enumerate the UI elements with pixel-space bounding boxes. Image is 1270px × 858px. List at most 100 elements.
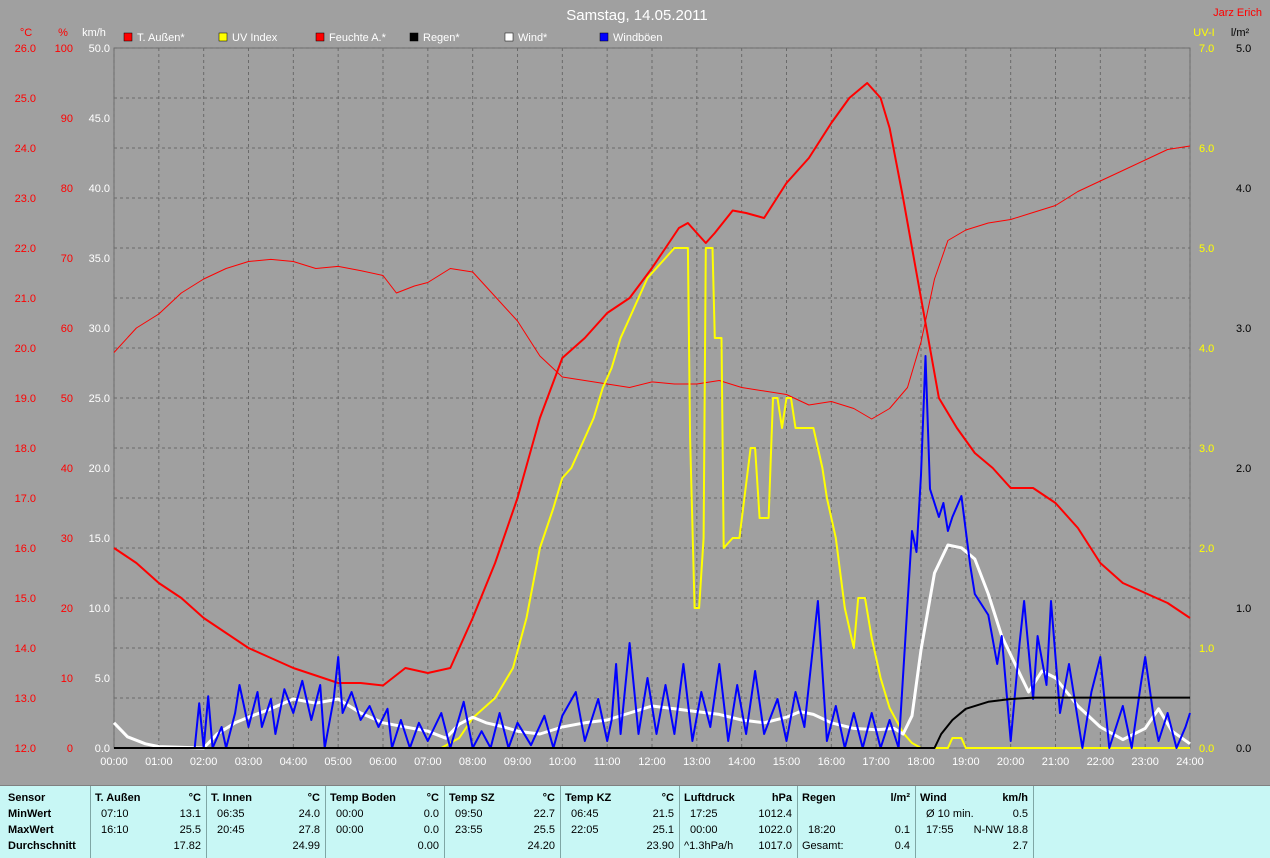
humidity-tick-label: 20 <box>61 603 73 615</box>
stats-avg-value: 0.00 <box>417 840 439 852</box>
chart-series <box>112 82 1191 750</box>
x-tick-label: 22:00 <box>1087 756 1115 768</box>
stats-min-value: 21.5 <box>652 808 674 820</box>
legend-swatch <box>315 32 325 42</box>
x-tick-label: 00:00 <box>100 756 128 768</box>
temp-tick-label: 21.0 <box>15 293 36 305</box>
wind-tick-label: 35.0 <box>89 253 110 265</box>
stats-max-time: 23:55 <box>455 824 483 836</box>
humidity-tick-label: 70 <box>61 253 73 265</box>
wind-tick-label: 15.0 <box>89 533 110 545</box>
stats-max-time: 22:05 <box>571 824 599 836</box>
x-tick-label: 10:00 <box>549 756 577 768</box>
stats-column: Temp SZ °C 09:50 22.7 23:55 25.5 24.20 <box>444 786 560 858</box>
rain-tick-label: 5.0 <box>1236 43 1251 55</box>
temp-tick-label: 22.0 <box>15 243 36 255</box>
stats-max-time: 17:55 <box>926 824 954 836</box>
x-tick-label: 09:00 <box>504 756 532 768</box>
stats-column: Temp KZ °C 06:45 21.5 22:05 25.1 23.90 <box>560 786 679 858</box>
stats-column-name: T. Innen <box>211 792 252 804</box>
x-tick-label: 03:00 <box>235 756 263 768</box>
series-line-uv-index <box>114 247 1190 749</box>
stats-max-value: N-NW 18.8 <box>973 824 1028 836</box>
x-tick-label: 18:00 <box>907 756 935 768</box>
stats-avg-value: 24.99 <box>292 840 320 852</box>
stats-max-time: 20:45 <box>217 824 245 836</box>
wind-tick-label: 10.0 <box>89 603 110 615</box>
legend-label: Regen* <box>423 32 460 44</box>
stats-avg-label: Gesamt: <box>802 840 844 852</box>
x-tick-label: 12:00 <box>638 756 666 768</box>
stats-column: T. Innen °C 06:35 24.0 20:45 27.8 24.99 <box>206 786 325 858</box>
stats-avg-value: 2.7 <box>1012 840 1028 852</box>
temp-tick-label: 26.0 <box>15 43 36 55</box>
stats-row-label: Durchschnitt <box>8 840 76 852</box>
stats-row-label: MaxWert <box>8 824 54 836</box>
x-tick-label: 24:00 <box>1176 756 1204 768</box>
stats-avg-value: 1017.0 <box>758 840 792 852</box>
humidity-tick-label: 50 <box>61 393 73 405</box>
stats-max-time: 16:10 <box>101 824 129 836</box>
stats-max-value: 25.5 <box>179 824 201 836</box>
humidity-tick-label: 100 <box>55 43 73 55</box>
stats-row-label: MinWert <box>8 808 52 820</box>
legend-label: Feuchte A.* <box>329 32 387 44</box>
rain-axis-unit: l/m² <box>1231 27 1250 39</box>
humidity-axis-unit: % <box>58 27 68 39</box>
stats-max-time: 00:00 <box>690 824 718 836</box>
rain-tick-label: 1.0 <box>1236 603 1251 615</box>
wind-tick-label: 40.0 <box>89 183 110 195</box>
stats-row-label: Sensor <box>8 792 46 804</box>
temp-tick-label: 24.0 <box>15 143 36 155</box>
legend-swatch <box>218 32 228 42</box>
stats-min-value: 0.5 <box>1012 808 1028 820</box>
stats-column-unit: °C <box>188 792 201 804</box>
x-tick-label: 02:00 <box>190 756 218 768</box>
stats-column-name: Luftdruck <box>684 792 735 804</box>
stats-avg-value: 17.82 <box>173 840 201 852</box>
wind-axis-unit: km/h <box>82 27 106 39</box>
stats-min-time: 06:35 <box>217 808 245 820</box>
stats-max-value: 27.8 <box>298 824 320 836</box>
stats-column: Regen l/m² 18:20 0.1 Gesamt: 0.4 <box>797 786 915 858</box>
stats-column-name: Temp KZ <box>565 792 612 804</box>
stats-max-value: 25.1 <box>652 824 674 836</box>
wind-tick-label: 20.0 <box>89 463 110 475</box>
plot-area <box>113 47 1191 749</box>
x-tick-label: 05:00 <box>324 756 352 768</box>
temp-tick-label: 17.0 <box>15 493 36 505</box>
series-line-windb-en <box>114 355 1191 749</box>
legend-label: Wind* <box>518 32 548 44</box>
uv-tick-label: 3.0 <box>1199 443 1214 455</box>
rain-tick-label: 3.0 <box>1236 323 1251 335</box>
stats-column: T. Außen °C 07:10 13.1 16:10 25.5 17.82 <box>90 786 206 858</box>
temp-tick-label: 15.0 <box>15 593 36 605</box>
x-tick-label: 19:00 <box>952 756 980 768</box>
chart-axes: °C% km/h UV-I l/m² 26.0 25.0 24.0 23.0 22.0 21.0 2… <box>15 27 1252 768</box>
stats-column: Temp Boden °C 00:00 0.0 00:00 0.0 0.00 <box>325 786 444 858</box>
legend-label: T. Außen* <box>137 32 185 44</box>
rain-tick-label: 0.0 <box>1236 743 1251 755</box>
uv-tick-label: 7.0 <box>1199 43 1214 55</box>
series-line-t-au-en <box>113 82 1191 687</box>
stats-min-time: 09:50 <box>455 808 483 820</box>
stats-min-value: 0.0 <box>423 808 439 820</box>
temp-tick-label: 20.0 <box>15 343 36 355</box>
stats-max-value: 1022.0 <box>758 824 792 836</box>
legend-swatch <box>123 32 133 42</box>
temp-tick-label: 16.0 <box>15 543 36 555</box>
series-line-regen <box>114 696 1190 749</box>
stats-avg-value: 0.4 <box>894 840 910 852</box>
uv-tick-label: 0.0 <box>1199 743 1214 755</box>
stats-max-value: 25.5 <box>533 824 555 836</box>
author-label: Jarz Erich <box>1213 7 1262 19</box>
stats-column-name: Regen <box>802 792 836 804</box>
humidity-tick-label: 80 <box>61 183 73 195</box>
temp-axis-unit: °C <box>20 27 32 39</box>
stats-column-unit: °C <box>542 792 555 804</box>
x-tick-label: 14:00 <box>728 756 756 768</box>
stats-column: Luftdruck hPa 17:25 1012.4 00:00 1022.0 ^1.3hP… <box>679 786 797 858</box>
stats-min-value: 1012.4 <box>758 808 792 820</box>
statistics-panel: Sensor MinWert MaxWert Durchschnitt T. Außen… <box>0 785 1270 858</box>
temp-tick-label: 23.0 <box>15 193 36 205</box>
